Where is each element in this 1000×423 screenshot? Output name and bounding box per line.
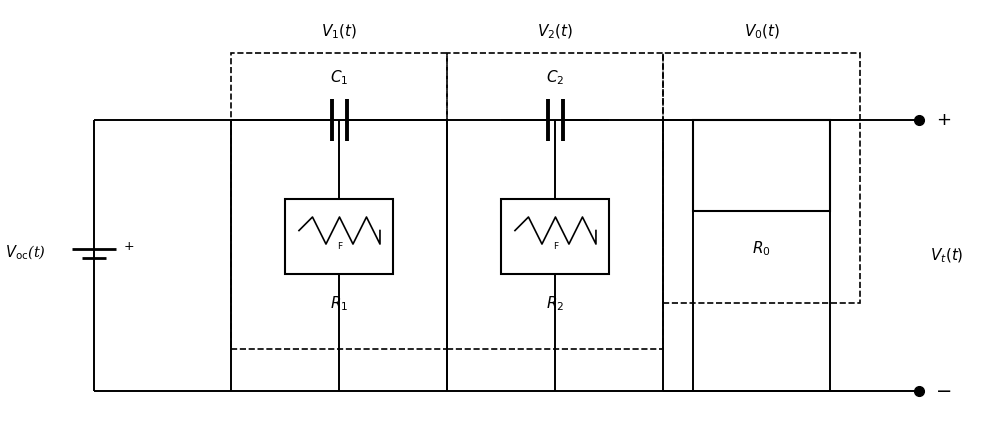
Text: $V_0(t)$: $V_0(t)$ bbox=[744, 23, 780, 41]
Text: $R_0$: $R_0$ bbox=[752, 240, 771, 258]
Text: −: − bbox=[936, 382, 953, 401]
Bar bbox=[447, 53, 663, 349]
Bar bbox=[501, 199, 609, 274]
Text: $V_{\rm oc}$(t): $V_{\rm oc}$(t) bbox=[5, 244, 46, 262]
Text: $R_2$: $R_2$ bbox=[546, 294, 565, 313]
Text: $V_2(t)$: $V_2(t)$ bbox=[537, 23, 574, 41]
Bar bbox=[663, 53, 860, 303]
Text: +: + bbox=[936, 111, 951, 129]
Text: $C_2$: $C_2$ bbox=[546, 69, 565, 87]
Text: F: F bbox=[553, 242, 558, 251]
Text: $V_1(t)$: $V_1(t)$ bbox=[321, 23, 358, 41]
Text: F: F bbox=[337, 242, 342, 251]
Bar bbox=[285, 199, 393, 274]
Text: +: + bbox=[124, 240, 134, 253]
Bar bbox=[231, 53, 447, 349]
Text: $V_t(t)$: $V_t(t)$ bbox=[930, 246, 964, 264]
Text: $C_1$: $C_1$ bbox=[330, 69, 349, 87]
Text: $R_1$: $R_1$ bbox=[330, 294, 349, 313]
Bar bbox=[693, 120, 830, 212]
